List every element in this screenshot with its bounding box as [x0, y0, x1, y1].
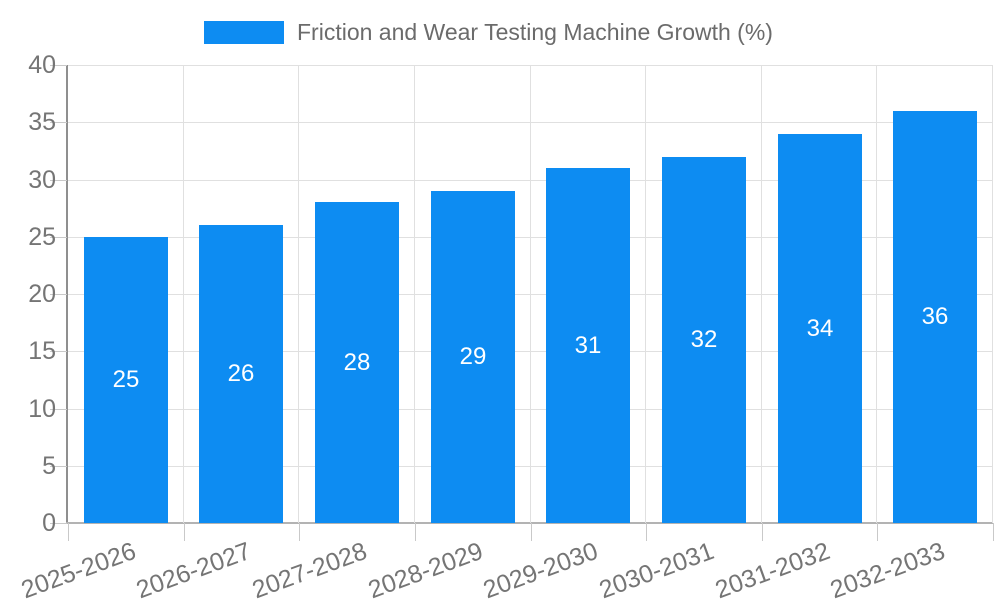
- x-axis-label: 2029-2030: [479, 537, 602, 600]
- bar: 28: [315, 202, 399, 523]
- bar-value-label: 28: [343, 348, 371, 376]
- x-tick-mark: [68, 523, 69, 541]
- bar: 32: [662, 157, 746, 523]
- x-axis-label: 2026-2027: [132, 537, 255, 600]
- bar: 25: [84, 237, 168, 523]
- v-gridline: [183, 65, 184, 523]
- x-axis-label: 2028-2029: [364, 537, 487, 600]
- y-axis-label: 5: [42, 452, 56, 480]
- v-gridline: [414, 65, 415, 523]
- x-tick-mark: [184, 523, 185, 541]
- y-tick-mark: [50, 466, 67, 467]
- y-tick-mark: [50, 294, 67, 295]
- bar: 31: [546, 168, 630, 523]
- x-tick-mark: [415, 523, 416, 541]
- x-tick-mark: [299, 523, 300, 541]
- bar-value-label: 31: [574, 331, 602, 359]
- bar-value-label: 36: [921, 303, 949, 330]
- y-axis-label: 35: [28, 108, 56, 136]
- x-axis-line: [66, 522, 993, 524]
- y-axis-label: 25: [28, 223, 56, 251]
- v-gridline: [298, 65, 299, 523]
- v-gridline: [645, 65, 646, 523]
- bar: 36: [893, 111, 977, 523]
- y-axis-label: 30: [28, 166, 56, 194]
- x-axis-label: 2027-2028: [248, 537, 371, 600]
- y-tick-mark: [50, 409, 67, 410]
- legend-label: Friction and Wear Testing Machine Growth…: [297, 19, 773, 45]
- y-tick-mark: [50, 523, 67, 524]
- y-tick-mark: [50, 122, 67, 123]
- x-tick-mark: [877, 523, 878, 541]
- v-gridline: [876, 65, 877, 523]
- x-tick-mark: [531, 523, 532, 541]
- v-gridline: [992, 65, 993, 523]
- bar: 29: [431, 191, 515, 523]
- x-axis-label: 2025-2026: [17, 537, 140, 600]
- bar-value-label: 29: [459, 343, 487, 370]
- y-axis-label: 0: [42, 509, 56, 537]
- y-tick-mark: [50, 351, 67, 352]
- bar-value-label: 32: [690, 326, 718, 353]
- bar-value-label: 25: [112, 366, 140, 393]
- bar: 26: [199, 225, 283, 523]
- x-axis-label: 2032-2033: [826, 537, 949, 600]
- y-axis-line: [66, 65, 68, 524]
- y-tick-mark: [50, 180, 67, 181]
- legend-swatch: [204, 21, 284, 44]
- y-axis-label: 15: [28, 337, 56, 365]
- bar-value-label: 34: [806, 314, 834, 342]
- y-axis-label: 10: [28, 395, 56, 423]
- x-tick-mark: [762, 523, 763, 541]
- v-gridline: [530, 65, 531, 523]
- y-tick-mark: [50, 65, 67, 66]
- v-gridline: [761, 65, 762, 523]
- x-tick-mark: [646, 523, 647, 541]
- plot-area: 25 26 28 29 31 32 34 36: [68, 65, 993, 523]
- x-tick-mark: [993, 523, 994, 541]
- y-tick-mark: [50, 237, 67, 238]
- legend: Friction and Wear Testing Machine Growth…: [204, 19, 773, 46]
- y-axis-label: 20: [28, 280, 56, 308]
- y-axis-label: 40: [28, 51, 56, 79]
- x-axis-label: 2030-2031: [595, 537, 718, 600]
- x-axis-label: 2031-2032: [711, 537, 834, 600]
- bar-value-label: 26: [227, 360, 255, 387]
- bar: 34: [778, 134, 862, 523]
